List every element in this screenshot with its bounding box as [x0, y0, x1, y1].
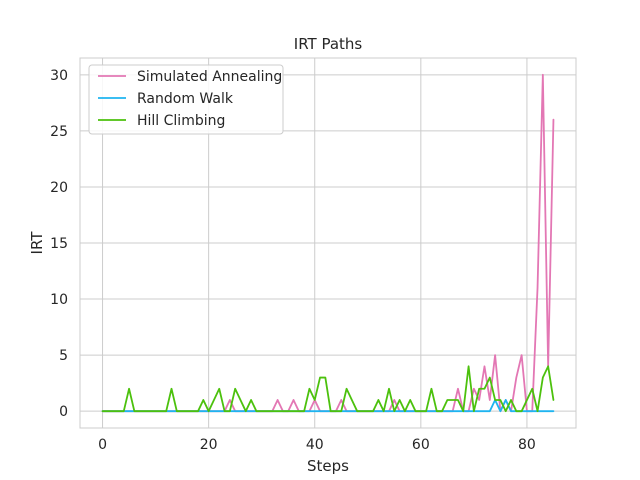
y-tick-label: 5 — [59, 348, 68, 364]
x-tick-label: 20 — [200, 437, 218, 453]
plot-frame — [79, 57, 577, 429]
y-tick-label: 30 — [50, 68, 68, 84]
x-tick-label: 80 — [518, 437, 536, 453]
y-axis-label: IRT — [28, 231, 46, 255]
legend-box — [88, 64, 284, 135]
x-tick-label: 0 — [98, 437, 107, 453]
chart-title: IRT Paths — [294, 35, 363, 53]
y-tick-label: 0 — [59, 404, 68, 420]
x-axis-label: Steps — [307, 457, 349, 475]
legend-label: Random Walk — [137, 91, 234, 107]
series-line-3 — [101, 365, 555, 413]
x-tick-labels: 0 20 40 60 80 — [98, 437, 536, 453]
y-tick-labels: 0 5 10 15 20 25 30 — [50, 68, 68, 420]
legend-label: Hill Climbing — [137, 113, 225, 129]
y-tick-label: 25 — [50, 124, 68, 140]
y-tick-label: 15 — [50, 236, 68, 252]
grid — [80, 58, 576, 428]
legend-label: Simulated Annealing — [137, 69, 282, 85]
y-tick-label: 20 — [50, 180, 68, 196]
legend: Simulated Annealing Random Walk Hill Climb… — [88, 64, 284, 135]
x-tick-label: 40 — [306, 437, 324, 453]
y-tick-label: 10 — [50, 292, 68, 308]
series-layer — [101, 73, 555, 413]
x-tick-label: 60 — [412, 437, 430, 453]
